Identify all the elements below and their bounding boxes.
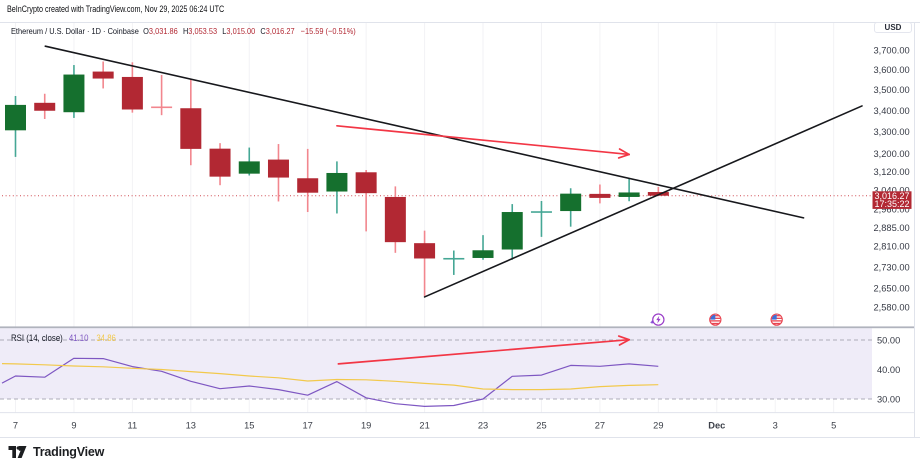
trendline-annotation[interactable] xyxy=(44,45,805,219)
price-tick-label: 3,300.00 xyxy=(874,127,910,137)
rsi-legend[interactable]: RSI (14, close) 41.10 34.86 xyxy=(11,332,116,343)
candle-body xyxy=(180,108,202,149)
candles-group[interactable] xyxy=(5,61,669,297)
price-tick-label: 2,885.00 xyxy=(874,223,910,233)
price-scale[interactable]: 3,700.00 3,600.00 3,500.00 3,400.00 3,300.00… xyxy=(874,46,910,405)
candle-body xyxy=(92,71,114,79)
time-tick-label: 15 xyxy=(244,421,254,431)
price-tick-label: 2,810.00 xyxy=(874,242,910,252)
time-tick-label: 7 xyxy=(13,421,18,431)
candle-body xyxy=(326,172,348,192)
candle-body xyxy=(560,193,582,212)
red-arrow-annotation[interactable] xyxy=(336,124,630,159)
price-tick-label: 3,500.00 xyxy=(874,85,910,95)
price-tag-background xyxy=(872,191,912,209)
candle-body xyxy=(589,193,611,198)
time-tick-label: 5 xyxy=(831,421,836,431)
ohlc-open: O3,031.86 xyxy=(143,25,178,36)
rsi-band-fill xyxy=(0,328,872,399)
time-tick-label: 23 xyxy=(478,421,488,431)
time-tick-label: 25 xyxy=(536,421,546,431)
lightning-event-icon[interactable] xyxy=(649,313,665,326)
price-tick-label: 2,960.00 xyxy=(874,205,910,215)
candle-body xyxy=(209,148,231,177)
time-tick-label: 27 xyxy=(595,421,605,431)
price-tick-label: 3,200.00 xyxy=(874,149,910,159)
candle-body xyxy=(151,106,173,109)
annotation-line xyxy=(44,45,805,219)
rsi-tick-label: 50.00 xyxy=(877,336,900,346)
price-tick-label: 3,120.00 xyxy=(874,167,910,177)
rsi-value: 41.10 xyxy=(68,332,89,343)
rsi-ma-line xyxy=(1,363,659,391)
pane-separator[interactable] xyxy=(0,326,915,329)
time-tick-label: 13 xyxy=(186,421,196,431)
candle-body xyxy=(384,196,406,243)
annotation-line xyxy=(337,338,630,365)
candle-body xyxy=(530,211,552,213)
price-tick-label: 3,700.00 xyxy=(874,46,910,56)
rsi-ma-value: 34.86 xyxy=(96,332,116,343)
time-tick-label: 21 xyxy=(419,421,429,431)
price-tick-label: 2,580.00 xyxy=(874,303,910,313)
annotation-line xyxy=(336,124,630,156)
candle-body xyxy=(443,257,465,260)
candle-body xyxy=(267,159,289,178)
rsi-line xyxy=(1,357,659,407)
time-tick-label: 3 xyxy=(773,421,778,431)
rsi-tick-label: 30.00 xyxy=(877,395,900,405)
candle-body xyxy=(63,74,85,113)
tradingview-logo-icon xyxy=(8,446,27,458)
red-arrow-annotation[interactable] xyxy=(337,335,630,365)
trendline-annotation[interactable] xyxy=(423,105,863,298)
candle-body xyxy=(5,104,26,131)
price-tick-label: 2,730.00 xyxy=(874,262,910,272)
symbol-title[interactable]: Ethereum / U.S. Dollar · 1D · Coinbase xyxy=(11,25,139,36)
us-flag-event-icon[interactable] xyxy=(770,313,783,326)
tradingview-logo[interactable]: TradingView xyxy=(8,445,104,459)
time-tick-label: 17 xyxy=(303,421,313,431)
ohlc-close: C3,016.27 xyxy=(260,25,295,36)
currency-selector-button[interactable]: USD xyxy=(874,22,912,33)
candle-body xyxy=(618,192,640,197)
candle-body xyxy=(472,250,494,258)
us-flag-event-icon[interactable] xyxy=(709,313,722,326)
time-tick-label: 9 xyxy=(71,421,76,431)
price-tag-value: 3,016.27 xyxy=(874,191,909,201)
ohlc-low: L3,015.00 xyxy=(222,25,256,36)
attribution-text: BeInCrypto created with TradingView.com,… xyxy=(6,4,224,14)
price-tick-label: 3,040.00 xyxy=(874,186,910,196)
price-tick-label: 3,600.00 xyxy=(874,65,910,75)
rsi-tick-label: 40.00 xyxy=(877,365,900,375)
price-tick-label: 2,650.00 xyxy=(874,283,910,293)
symbol-legend[interactable]: Ethereum / U.S. Dollar · 1D · Coinbase O… xyxy=(11,25,356,36)
candle-body xyxy=(34,102,56,111)
time-tick-label: 29 xyxy=(653,421,663,431)
annotation-line xyxy=(423,105,863,298)
time-tick-label: Dec xyxy=(708,421,725,431)
rsi-title[interactable]: RSI (14, close) xyxy=(11,332,63,343)
time-scale[interactable]: 7 9 11 13 15 17 19 21 23 25 27 29 Dec 3 5 xyxy=(13,421,836,431)
candle-body xyxy=(647,192,669,196)
candle-body xyxy=(501,212,523,250)
candle-body xyxy=(355,172,377,194)
time-tick-label: 19 xyxy=(361,421,371,431)
price-tick-label: 3,400.00 xyxy=(874,106,910,116)
candle-body xyxy=(121,76,143,110)
candle-body xyxy=(414,243,436,259)
price-tag-countdown: 17:35:22 xyxy=(874,199,909,209)
ohlc-high: H3,053.53 xyxy=(182,25,218,36)
candle-body xyxy=(297,178,319,193)
price-change: −15.59 (−0.51%) xyxy=(300,25,356,36)
tradingview-logo-text: TradingView xyxy=(33,445,105,459)
time-tick-label: 11 xyxy=(128,421,138,431)
candle-body xyxy=(238,161,260,174)
